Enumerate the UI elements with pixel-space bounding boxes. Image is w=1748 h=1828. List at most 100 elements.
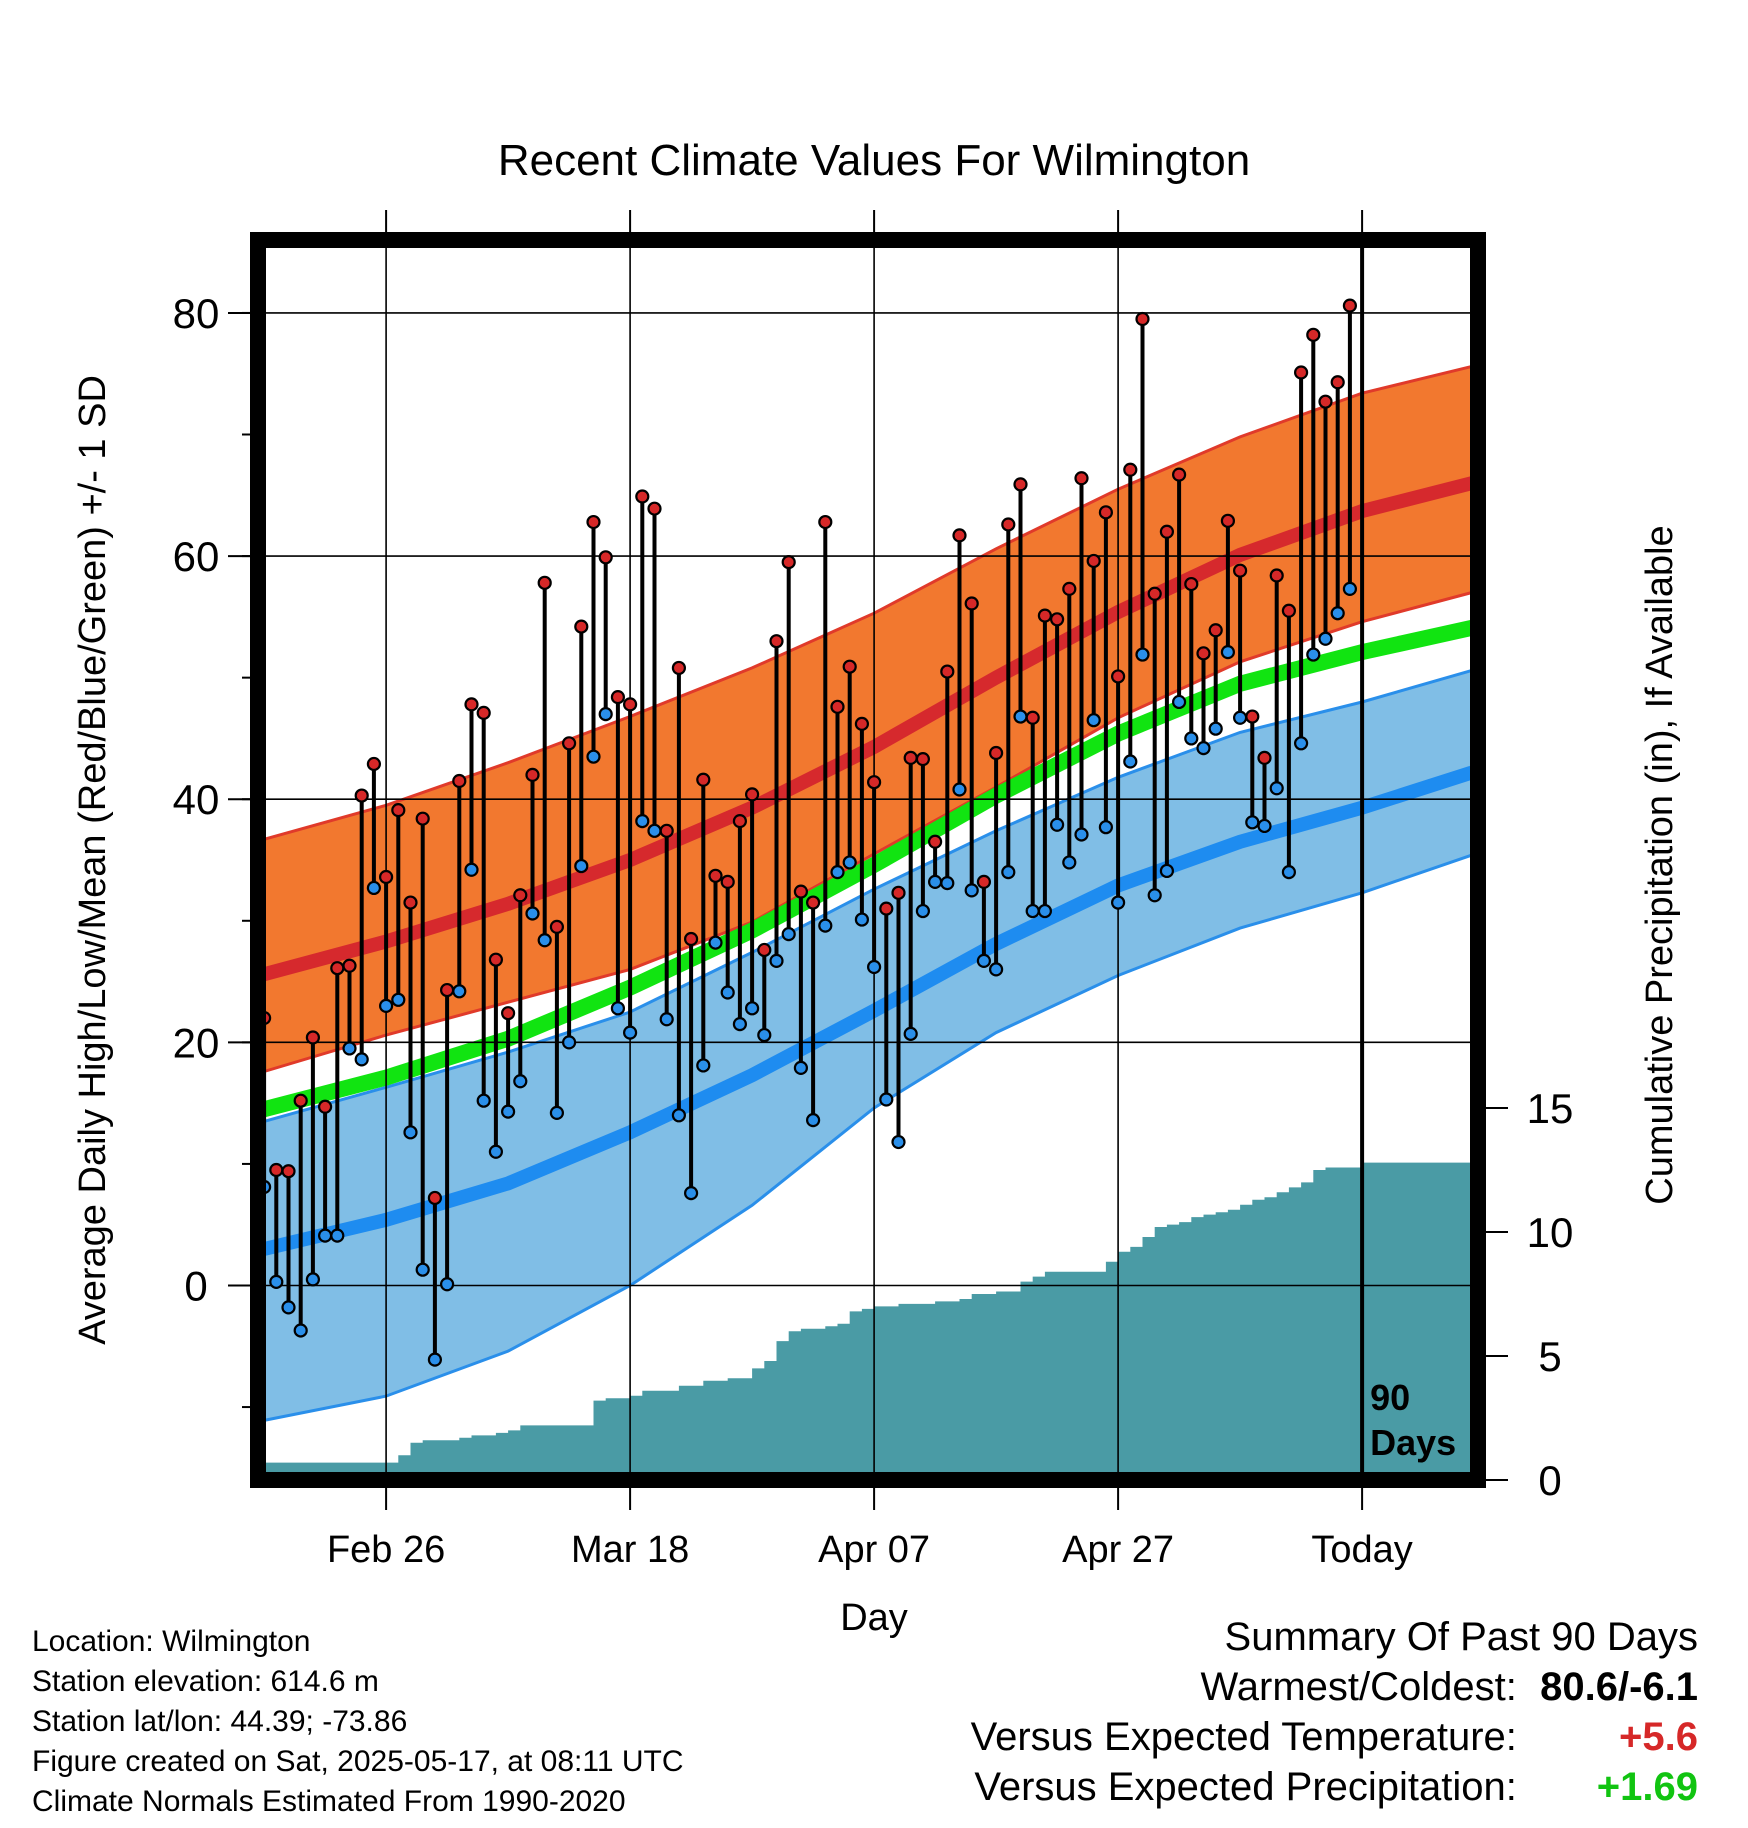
low-point: [1074, 827, 1089, 842]
low-point: [866, 959, 882, 975]
low-point: [1123, 754, 1138, 769]
low-point: [305, 1272, 320, 1287]
low-point: [659, 1012, 674, 1027]
low-point: [586, 749, 601, 764]
summary-warm-cold: Warmest/Coldest: 80.6/-6.1: [971, 1662, 1699, 1712]
high-point: [683, 931, 699, 947]
high-point: [452, 773, 467, 789]
high-sd-band: [264, 366, 1472, 1072]
high-point: [915, 751, 931, 767]
high-point: [415, 811, 430, 826]
high-point: [525, 767, 540, 783]
x-tick-label: Mar 18: [571, 1529, 689, 1571]
low-point: [1037, 903, 1053, 919]
high-point: [720, 874, 735, 889]
low-point: [427, 1352, 442, 1367]
y-tick-label: 0: [184, 1262, 207, 1309]
high-point: [1098, 505, 1114, 520]
high-point: [1086, 553, 1101, 569]
elevation-text: Station elevation: 614.6 m: [32, 1665, 379, 1698]
high-point: [440, 982, 455, 998]
high-point: [903, 750, 918, 765]
high-point: [537, 575, 552, 590]
low-point: [1001, 865, 1016, 880]
high-point: [549, 919, 565, 934]
x-tick-label: Today: [1311, 1529, 1412, 1571]
high-point: [793, 884, 809, 899]
precip-area: [258, 1162, 1478, 1480]
high-point: [976, 874, 992, 889]
high-point: [830, 699, 845, 714]
high-point: [659, 823, 674, 838]
high-point: [1135, 311, 1150, 327]
low-point: [988, 962, 1004, 977]
high-point: [805, 895, 821, 910]
low-point: [574, 858, 589, 874]
high-point: [610, 689, 626, 705]
low-point: [830, 865, 845, 880]
low-point: [501, 1104, 516, 1119]
low-point: [708, 935, 723, 950]
high-point: [574, 619, 589, 634]
low-point: [903, 1026, 918, 1041]
summary-title: Summary Of Past 90 Days: [1224, 1615, 1698, 1659]
low-point: [976, 953, 992, 969]
high-point: [427, 1190, 442, 1206]
x-tick-label: Apr 07: [818, 1529, 930, 1571]
high-point: [781, 555, 796, 570]
low-point: [1342, 581, 1358, 597]
y-axis-label: Average Daily High/Low/Mean (Red/Blue/Gr…: [72, 375, 114, 1345]
today-days-number: 90: [1370, 1377, 1410, 1418]
low-point: [879, 1092, 894, 1107]
low-point: [342, 1041, 357, 1056]
high-point: [586, 514, 601, 530]
low-point: [1062, 855, 1077, 870]
high-point: [940, 664, 955, 679]
high-point: [342, 958, 357, 973]
low-point: [1110, 895, 1126, 910]
low-point: [732, 1017, 748, 1032]
low-point: [1147, 888, 1162, 903]
high-point: [988, 745, 1004, 761]
high-point: [501, 1006, 516, 1021]
high-point: [1123, 462, 1138, 477]
high-point: [1074, 471, 1089, 486]
high-point: [281, 1164, 296, 1179]
normals-text: Climate Normals Estimated From 1990-2020: [32, 1785, 626, 1818]
low-point: [1049, 817, 1065, 832]
warm-cold-label: Warmest/Coldest:: [1200, 1665, 1517, 1709]
x-tick-label: Feb 26: [327, 1529, 445, 1571]
high-point: [488, 952, 503, 967]
high-point: [1110, 669, 1126, 684]
low-point: [598, 707, 613, 722]
y2-tick-label: 15: [1527, 1085, 1574, 1132]
high-point: [696, 772, 711, 787]
high-point: [1159, 524, 1175, 539]
low-point: [671, 1108, 687, 1123]
low-point: [440, 1277, 455, 1292]
high-point: [330, 961, 345, 976]
low-point: [757, 1027, 772, 1043]
low-point: [1184, 731, 1199, 746]
high-point: [1220, 513, 1236, 528]
low-point: [781, 927, 796, 942]
low-point: [379, 998, 394, 1013]
high-point: [757, 942, 772, 958]
low-point: [1306, 647, 1321, 662]
high-point: [354, 788, 369, 803]
high-point: [1269, 568, 1284, 583]
high-point: [635, 489, 650, 504]
low-point: [927, 874, 943, 889]
high-point: [671, 660, 687, 676]
low-point: [476, 1093, 491, 1108]
plot-frame: [250, 232, 1486, 1488]
high-point: [379, 869, 394, 885]
high-point: [403, 895, 418, 910]
high-point: [964, 596, 979, 611]
high-point: [1306, 327, 1321, 342]
low-point: [891, 1134, 906, 1150]
high-point: [769, 634, 784, 649]
high-point: [952, 528, 967, 543]
